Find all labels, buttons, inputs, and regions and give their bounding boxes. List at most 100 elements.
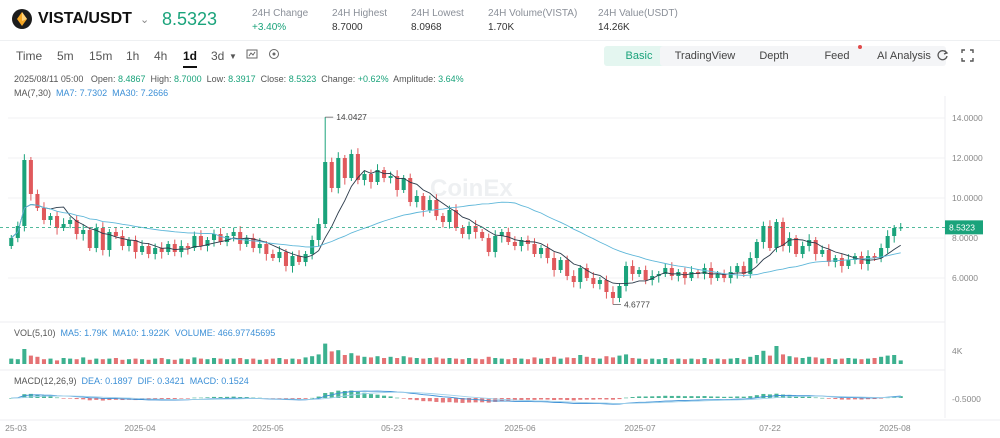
view-ai-analysis[interactable]: AI Analysis (862, 46, 946, 66)
fullscreen-icon[interactable] (961, 49, 974, 65)
candle-body (264, 244, 269, 254)
volume-bar (126, 359, 132, 364)
candle-body (277, 252, 282, 258)
macd-histogram-bar (453, 398, 459, 403)
tf-15m[interactable]: 15m (89, 49, 113, 63)
volume-bar (159, 358, 164, 364)
candle-body (859, 256, 864, 264)
tf-1d[interactable]: 1d (183, 49, 198, 68)
price-tick-label: 14.0000 (952, 113, 983, 123)
tf-5m[interactable]: 5m (57, 49, 74, 63)
volume-bar (689, 358, 694, 364)
macd-histogram-bar (610, 398, 615, 400)
volume-bar (205, 359, 210, 364)
volume-bar (650, 358, 655, 364)
candle-body (872, 256, 877, 258)
candle-body (120, 236, 125, 246)
candle-body (198, 236, 203, 246)
macd-histogram-bar (839, 398, 844, 400)
volume-bar (107, 358, 112, 364)
candle-body (512, 242, 517, 246)
macd-histogram-bar (682, 396, 687, 398)
macd-histogram-bar (591, 398, 596, 400)
macd-histogram-bar (780, 394, 786, 398)
macd-histogram-bar (748, 396, 753, 398)
candle-body (486, 238, 491, 252)
candle-body (126, 240, 132, 246)
macd-histogram-bar (676, 395, 681, 398)
candle-body (408, 178, 413, 202)
volume-bar (303, 357, 308, 364)
view-feed[interactable]: Feed (798, 45, 876, 66)
candle-body (519, 240, 524, 246)
chevron-down-icon[interactable]: ⌄ (139, 13, 150, 26)
volume-bar (493, 358, 498, 364)
candle-body (741, 266, 746, 274)
volume-bar (362, 356, 367, 364)
candle-body (787, 238, 792, 246)
volume-bar (382, 358, 387, 364)
volume-bar (22, 349, 27, 364)
macd-histogram-bar (604, 398, 609, 400)
volume-bar (538, 358, 544, 364)
volume-bar (192, 357, 197, 364)
vol-readout: VOL(5,10) MA5: 1.79K MA10: 1.922K VOLUME… (14, 328, 276, 338)
candle-body (28, 160, 33, 194)
tf-time[interactable]: Time (16, 49, 43, 63)
chart-settings-icon[interactable] (246, 48, 258, 63)
pair-selector[interactable]: VISTA/USDT ⌄ (12, 9, 149, 29)
macd-histogram-bar (61, 398, 66, 399)
macd-histogram-bar (663, 395, 668, 398)
macd-histogram-bar (41, 395, 46, 398)
macd-histogram-bar (244, 397, 249, 398)
caret-down-icon[interactable]: ▼ (229, 52, 237, 61)
volume-bar (800, 358, 805, 364)
candle-body (813, 240, 818, 254)
price-tick-label: 6.0000 (952, 273, 978, 283)
volume-bar (74, 359, 79, 364)
macd-histogram-bar (552, 398, 557, 401)
macd-histogram-bar (826, 398, 831, 399)
candle-body (800, 246, 805, 254)
macd-histogram-bar (166, 398, 171, 400)
view-tradingview[interactable]: TradingView (660, 46, 750, 66)
tf-3d[interactable]: 3d (211, 49, 225, 63)
candle-body (748, 258, 753, 274)
macd-histogram-bar (368, 394, 374, 398)
macd-histogram-bar (225, 396, 230, 398)
refresh-icon[interactable] (936, 49, 949, 65)
volume-bar (172, 359, 177, 364)
candle-body (9, 238, 14, 246)
indicator-icon[interactable] (268, 48, 280, 63)
candle-body (185, 246, 190, 248)
volume-bar (898, 360, 903, 364)
macd-histogram-bar (251, 397, 256, 399)
volume-bar (297, 359, 302, 364)
macd-histogram-bar (637, 396, 642, 398)
candle-body (395, 176, 400, 190)
macd-tick-label: -0.5000 (952, 394, 981, 404)
candle-body (728, 272, 733, 278)
volume-bar (231, 358, 236, 364)
candle-body (754, 242, 759, 258)
macd-histogram-bar (852, 398, 857, 400)
volume-bar (408, 357, 413, 364)
candle-body (879, 248, 884, 258)
macd-histogram-bar (434, 398, 439, 402)
tf-4h[interactable]: 4h (154, 49, 168, 63)
candle-body (251, 238, 256, 248)
volume-bar (748, 356, 753, 364)
view-basic[interactable]: Basic (604, 46, 674, 66)
macd-histogram-bar (421, 398, 426, 402)
time-tick-label: 2025-05 (252, 423, 283, 433)
candle-body (774, 222, 779, 248)
volume-bar (885, 355, 890, 364)
candle-body (218, 234, 223, 242)
volume-bar (290, 358, 295, 364)
ohlc-readout: 2025/08/11 05:00 Open: 8.4867 High: 8.70… (14, 74, 464, 84)
candle-body (604, 280, 609, 292)
view-depth[interactable]: Depth (736, 46, 812, 66)
tf-1h[interactable]: 1h (126, 49, 140, 63)
macd-histogram-bar (198, 397, 203, 399)
